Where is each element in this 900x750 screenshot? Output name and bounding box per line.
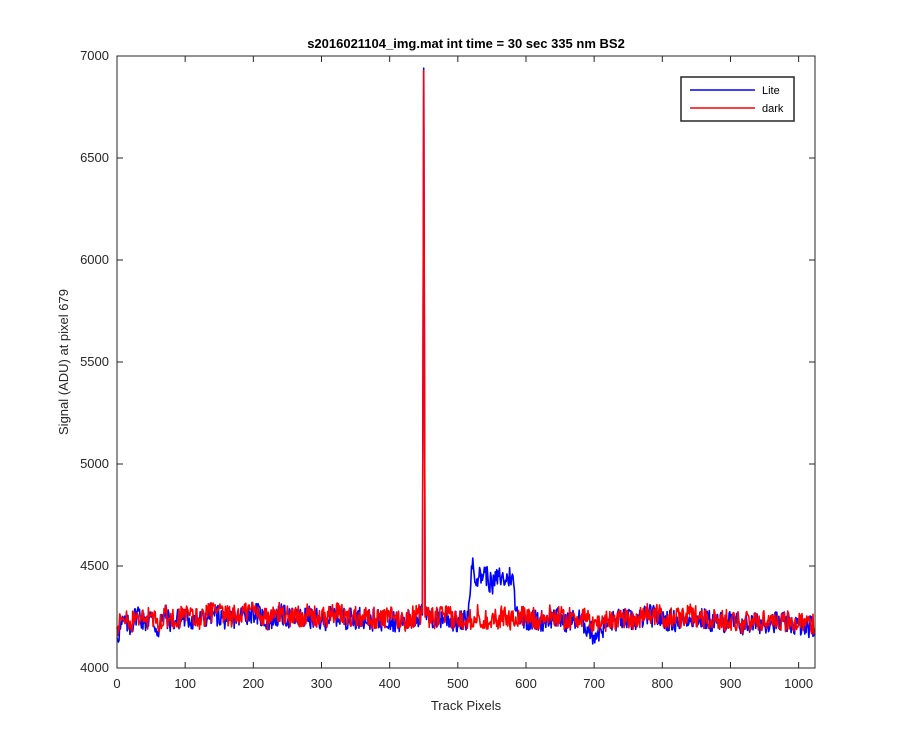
x-tick-label: 0 [113,676,120,691]
x-tick-label: 500 [447,676,469,691]
chart-title: s2016021104_img.mat int time = 30 sec 33… [307,36,625,51]
x-tick-label: 300 [311,676,333,691]
plot-area [117,56,815,668]
x-tick-label: 200 [242,676,264,691]
series-group [116,67,816,645]
legend: Lite dark [680,76,795,122]
legend-box [680,76,795,122]
y-tick-label: 7000 [80,48,109,63]
x-tick-label: 800 [651,676,673,691]
legend-label-dark: dark [762,103,784,115]
legend-label-lite: Lite [762,85,780,97]
y-tick-label: 4000 [80,660,109,675]
y-tick-label: 4500 [80,558,109,573]
y-tick-label: 6000 [80,252,109,267]
ticks-group: 0 100 200 300 400 500 600 700 800 900 1000 4000 4500… [80,48,815,691]
x-tick-label: 700 [583,676,605,691]
x-axis-label: Track Pixels [431,698,502,713]
x-tick-label: 400 [379,676,401,691]
y-axis-label: Signal (ADU) at pixel 679 [56,289,71,435]
x-tick-label: 1000 [784,676,813,691]
x-tick-label: 100 [174,676,196,691]
y-tick-label: 6500 [80,150,109,165]
x-tick-label: 600 [515,676,537,691]
y-tick-label: 5500 [80,354,109,369]
x-tick-label: 900 [720,676,742,691]
series-line-dark [116,69,816,637]
y-tick-label: 5000 [80,456,109,471]
